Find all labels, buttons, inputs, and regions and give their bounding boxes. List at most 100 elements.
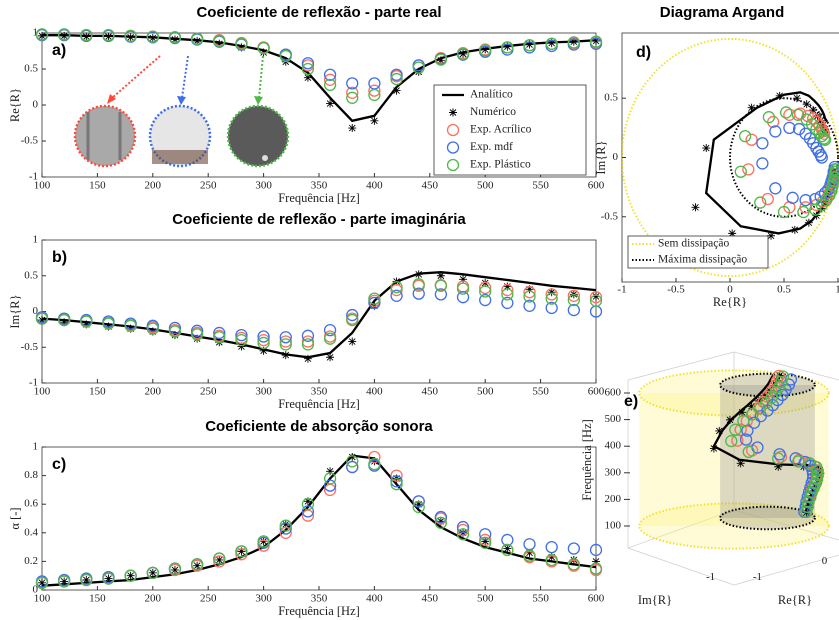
x-tick-label: 550 xyxy=(532,386,549,398)
circle-marker xyxy=(346,86,359,99)
circle-marker xyxy=(567,293,580,307)
circle-marker xyxy=(146,319,159,332)
circle-marker xyxy=(323,479,337,492)
star-marker xyxy=(824,192,833,201)
circle-marker xyxy=(80,573,93,587)
circle-marker xyxy=(346,460,359,474)
star-marker xyxy=(370,116,379,125)
star-marker xyxy=(481,537,490,546)
star-marker xyxy=(725,415,734,424)
circle-marker xyxy=(146,566,159,579)
arrow-head xyxy=(177,96,186,105)
star-marker xyxy=(736,459,745,468)
panel-label: d) xyxy=(636,44,651,61)
circle-marker xyxy=(235,37,248,50)
circle-marker xyxy=(346,313,359,327)
circle-marker xyxy=(279,335,292,348)
circle-marker xyxy=(827,175,839,188)
z-tick-label: 500 xyxy=(605,413,622,425)
legend-label: Analítico xyxy=(470,89,513,101)
x-tick-label: 600 xyxy=(588,180,605,192)
y-tick-label: -1 xyxy=(706,571,715,583)
circle-marker xyxy=(346,308,359,322)
circle-marker xyxy=(323,78,337,91)
x-tick-label: 200 xyxy=(145,180,162,192)
circle-marker xyxy=(323,73,337,86)
star-marker xyxy=(525,285,534,294)
circle-marker xyxy=(501,533,514,547)
circle-marker xyxy=(235,545,248,558)
circle-marker xyxy=(739,433,753,446)
y-tick-label: 1 xyxy=(33,441,39,453)
circle-marker xyxy=(213,331,226,344)
x-tick-label: 500 xyxy=(477,180,494,192)
legend-label: Exp. Acrílico xyxy=(470,124,532,136)
legend-label: Sem dissipação xyxy=(658,238,729,250)
circle-marker xyxy=(323,472,337,485)
circle-marker xyxy=(124,569,137,582)
y-tick-label: -1 xyxy=(29,171,38,183)
star-marker xyxy=(348,124,357,133)
x-tick-label: 400 xyxy=(366,386,383,398)
circle-marker xyxy=(168,325,182,338)
x-tick-label: 300 xyxy=(255,593,272,605)
circle-marker xyxy=(368,450,381,464)
x-tick-label: 0 xyxy=(822,555,828,567)
circle-marker xyxy=(412,61,425,74)
x-tick-label: 200 xyxy=(145,593,162,605)
circle-marker xyxy=(257,539,270,552)
circle-marker xyxy=(769,125,782,138)
circle-marker xyxy=(589,562,603,575)
star-marker xyxy=(82,32,91,41)
star-marker xyxy=(503,282,512,291)
x-tick-label: 300 xyxy=(255,386,272,398)
y-tick-label: 0.4 xyxy=(24,526,38,538)
star-marker xyxy=(82,575,91,584)
circle-marker xyxy=(501,543,514,557)
y-axis-label: α [-] xyxy=(8,507,22,529)
star-marker xyxy=(348,453,357,462)
circle-marker xyxy=(745,408,759,421)
star-marker xyxy=(215,555,224,564)
star-marker xyxy=(170,35,179,44)
circle-marker xyxy=(346,77,359,90)
circle-marker xyxy=(734,165,747,178)
circle-marker xyxy=(479,44,492,57)
z-tick-label: 200 xyxy=(605,493,622,505)
chart-title: Coeficiente de absorção sonora xyxy=(205,418,433,435)
circle-marker xyxy=(368,88,381,102)
y-tick-label: 0 xyxy=(33,584,39,596)
legend-label: Máxima dissipação xyxy=(658,254,747,266)
circle-marker xyxy=(523,299,536,312)
x-tick-label: 500 xyxy=(477,386,494,398)
star-marker xyxy=(569,37,578,46)
star-marker xyxy=(38,578,46,587)
star-marker xyxy=(104,574,113,583)
y-tick-label: 0.8 xyxy=(24,469,38,481)
circle-marker xyxy=(589,35,603,48)
circle-marker xyxy=(257,336,270,350)
x-tick-label: 1 xyxy=(835,284,839,296)
circle-marker xyxy=(390,469,403,482)
acrylic-photo xyxy=(73,104,137,168)
panel-label: b) xyxy=(52,249,67,266)
y-tick-label: 1 xyxy=(33,27,39,39)
x-tick-label: 600 xyxy=(588,593,605,605)
circle-marker xyxy=(804,457,817,471)
star-marker xyxy=(60,318,69,327)
x-tick-label: 400 xyxy=(366,180,383,192)
star-marker xyxy=(303,354,312,363)
star-marker xyxy=(802,100,811,109)
circle-marker xyxy=(567,542,580,555)
circle-marker xyxy=(390,283,403,297)
y-tick-label: 0.5 xyxy=(24,269,38,281)
circle-marker xyxy=(213,552,226,565)
star-marker xyxy=(728,229,737,238)
circle-marker xyxy=(301,335,315,348)
circle-marker xyxy=(780,106,793,119)
z-tick-label: 400 xyxy=(605,440,622,452)
star-marker xyxy=(326,467,335,476)
x-axis-label: Frequência [Hz] xyxy=(278,397,360,411)
x-tick-label: 350 xyxy=(311,593,328,605)
